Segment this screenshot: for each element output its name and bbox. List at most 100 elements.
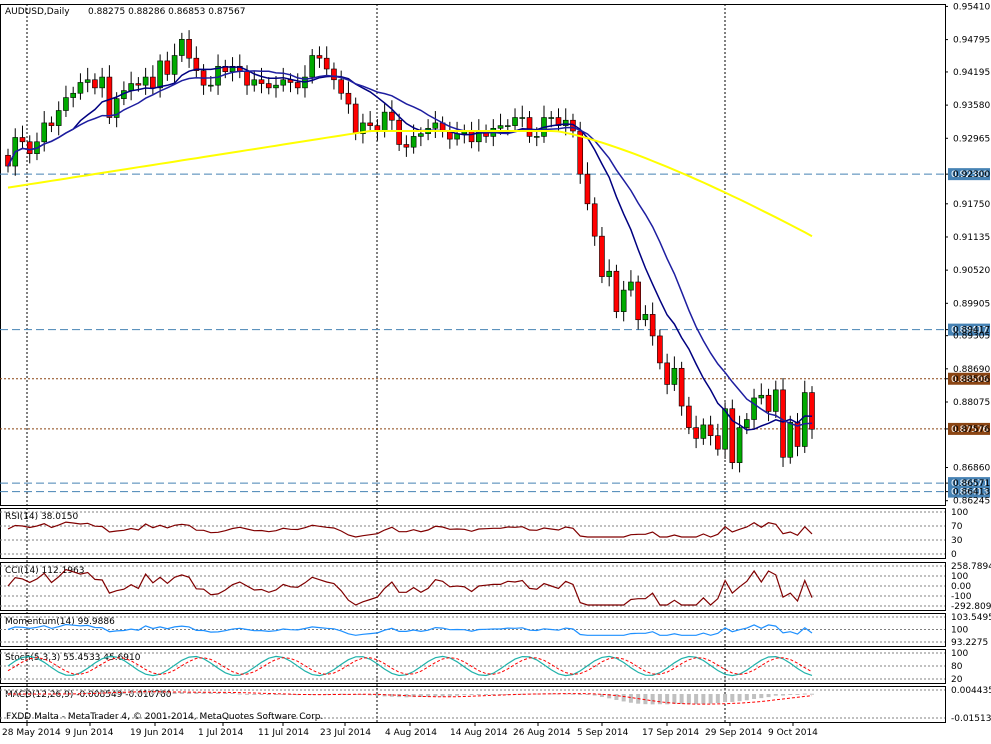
macd-bar — [389, 694, 394, 697]
bear-candle — [258, 79, 265, 84]
price-tick-label: 0.94795 — [953, 36, 990, 46]
date-label: 9 Oct 2014 — [768, 728, 818, 738]
bear-candle — [19, 137, 26, 143]
indicator-level-label: -0.015134 — [951, 714, 991, 724]
bear-candle — [396, 119, 402, 145]
macd-bar — [730, 694, 735, 702]
bear-candle — [338, 79, 344, 94]
bear-candle — [715, 435, 721, 450]
moving-average-mid — [7, 70, 813, 427]
bull-candle — [700, 424, 707, 439]
macd-bar — [665, 694, 670, 705]
indicator-label: Momentum(14) 99.9886 — [5, 617, 115, 627]
price-tick-label: 0.89905 — [953, 299, 990, 309]
macd-bar — [56, 694, 61, 695]
indicator-line — [7, 568, 813, 606]
price-tick-label: 0.93580 — [953, 101, 990, 111]
macd-bar — [679, 694, 684, 704]
bull-candle — [41, 122, 48, 143]
stoch-signal-line — [7, 657, 813, 675]
indicator-level-label: 0.004435 — [951, 686, 991, 696]
macd-bar — [643, 694, 648, 705]
bull-candle — [736, 427, 743, 463]
price-level-label: 0.87576 — [951, 425, 988, 435]
date-label: 1 Jul 2014 — [198, 728, 243, 738]
bull-candle — [280, 79, 287, 86]
pane-frame — [0, 508, 946, 559]
macd-bar — [657, 694, 662, 705]
date-label: 23 Jul 2014 — [320, 728, 371, 738]
price-tick-label: 0.92965 — [953, 134, 990, 144]
macd-bar — [259, 694, 264, 695]
macd-bar — [20, 694, 25, 695]
macd-bar — [752, 694, 757, 699]
bull-candle — [99, 76, 105, 89]
bull-candle — [512, 117, 518, 126]
indicator-level-label: 80 — [951, 662, 963, 672]
bull-candle — [70, 92, 76, 98]
price-tick-label: 0.89417 — [953, 326, 990, 336]
bull-candle — [309, 55, 316, 78]
macd-bar — [339, 693, 344, 695]
bear-candle — [164, 60, 171, 75]
bear-candle — [657, 335, 663, 364]
price-tick-label: 0.89305 — [953, 332, 990, 342]
macd-bar — [418, 694, 423, 697]
bull-candle — [504, 125, 511, 127]
bull-candle — [381, 111, 388, 132]
macd-bar — [723, 694, 728, 703]
macd-bar — [375, 694, 380, 696]
bull-candle — [84, 79, 91, 83]
price-tick-label: 0.86571 — [953, 479, 990, 489]
price-level-badge — [948, 485, 990, 498]
date-label: 26 Aug 2014 — [513, 728, 571, 738]
macd-bar — [578, 694, 583, 695]
bull-candle — [519, 117, 526, 119]
macd-bar — [194, 692, 199, 694]
price-tick-label: 0.90520 — [953, 266, 990, 276]
bull-candle — [751, 397, 757, 420]
macd-bar — [143, 691, 148, 694]
macd-bar — [274, 694, 278, 695]
macd-bar — [773, 694, 778, 696]
macd-bar — [201, 692, 206, 694]
macd-bar — [230, 692, 235, 694]
macd-bar — [737, 694, 742, 702]
macd-bar — [223, 692, 228, 694]
price-tick-label: 0.88506 — [953, 375, 990, 385]
bull-candle — [628, 281, 634, 291]
price-tick-label: 0.86245 — [953, 497, 990, 507]
macd-bar — [455, 694, 460, 696]
bull-candle — [113, 98, 120, 118]
macd-bar — [715, 694, 720, 704]
macd-bar — [491, 694, 496, 695]
price-level-badge — [948, 372, 990, 385]
macd-bar — [310, 694, 315, 695]
price-level-label: 0.89417 — [951, 326, 988, 336]
macd-bar — [802, 693, 807, 695]
indicator-label: MACD(12,26,9) -0.008549 -0.010760 — [5, 690, 172, 700]
price-tick-label: 0.87576 — [953, 425, 990, 435]
macd-bar — [607, 694, 612, 699]
macd-bar — [324, 693, 329, 695]
macd-bar — [498, 694, 503, 695]
bear-candle — [729, 408, 736, 463]
bear-candle — [106, 76, 113, 118]
bear-candle — [584, 173, 591, 205]
bear-candle — [48, 122, 55, 126]
bear-candle — [649, 314, 656, 337]
bull-candle — [360, 122, 366, 134]
bull-candle — [620, 289, 627, 312]
moving-average-fast — [7, 65, 813, 431]
macd-bar — [614, 694, 619, 700]
macd-bar — [534, 693, 539, 695]
indicator-level-label: 0 — [951, 550, 957, 560]
bull-candle — [179, 39, 185, 56]
macd-bar — [484, 694, 489, 695]
indicator-level-label: 258.7894 — [951, 562, 991, 572]
macd-bar — [252, 694, 257, 695]
price-level-badge — [948, 323, 990, 336]
macd-bar — [592, 694, 597, 696]
bear-candle — [526, 117, 533, 137]
